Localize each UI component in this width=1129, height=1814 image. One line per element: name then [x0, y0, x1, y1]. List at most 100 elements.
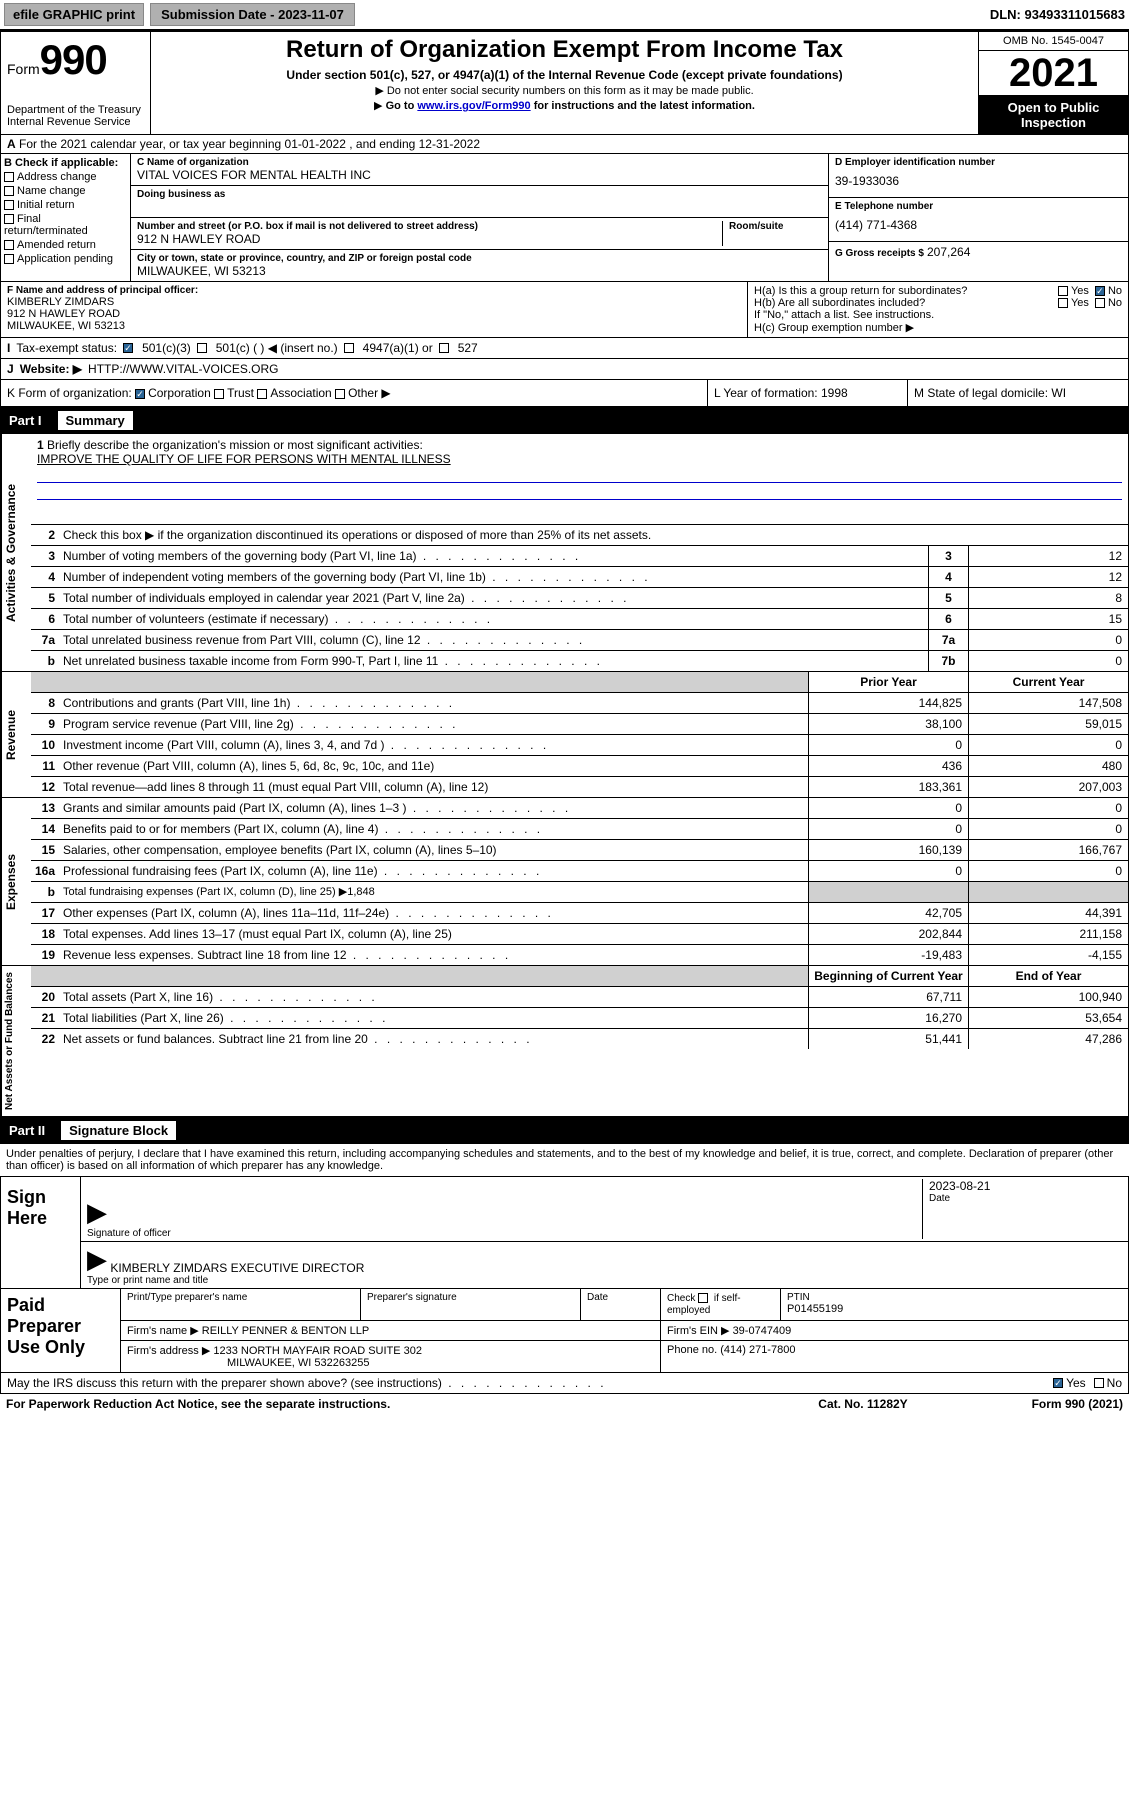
p11: 436	[808, 756, 968, 776]
c19: -4,155	[968, 945, 1128, 965]
hb-yes[interactable]	[1058, 298, 1068, 308]
begin-year-hdr: Beginning of Current Year	[808, 966, 968, 986]
opt-final-return: Final return/terminated	[4, 213, 88, 237]
b-label: B Check if applicable:	[4, 157, 127, 169]
i-label: Tax-exempt status:	[16, 341, 117, 355]
firm-phone-lbl: Phone no.	[667, 1344, 717, 1356]
chk-corp[interactable]	[135, 389, 145, 399]
l13-text: Grants and similar amounts paid (Part IX…	[59, 798, 808, 818]
m-state: M State of legal domicile: WI	[908, 380, 1128, 406]
c11: 480	[968, 756, 1128, 776]
p21: 16,270	[808, 1008, 968, 1028]
chk-assoc[interactable]	[257, 389, 267, 399]
hb-yes-lbl: Yes	[1071, 297, 1089, 309]
name-title-label: Type or print name and title	[87, 1275, 1122, 1286]
c21: 53,654	[968, 1008, 1128, 1028]
p16a: 0	[808, 861, 968, 881]
c9: 59,015	[968, 714, 1128, 734]
c15: 166,767	[968, 840, 1128, 860]
l18-text: Total expenses. Add lines 13–17 (must eq…	[59, 924, 808, 944]
opt-501c: 501(c) ( ) ◀ (insert no.)	[216, 341, 338, 355]
l1-text: Briefly describe the organization's miss…	[47, 438, 423, 452]
section-bcdefg: B Check if applicable: Address change Na…	[0, 154, 1129, 282]
part-i-header: Part I Summary	[0, 407, 1129, 434]
part-i-label: Part I	[9, 413, 42, 428]
l3-text: Number of voting members of the governin…	[59, 546, 928, 566]
p12: 183,361	[808, 777, 968, 797]
form-number: Form 990	[7, 36, 144, 84]
discuss-yes[interactable]	[1053, 1378, 1063, 1388]
sig-officer-label: Signature of officer	[87, 1228, 922, 1239]
e-phone-label: E Telephone number	[835, 201, 1122, 212]
chk-name-change[interactable]	[4, 186, 14, 196]
chk-trust[interactable]	[214, 389, 224, 399]
ssn-note-text: Do not enter social security numbers on …	[387, 85, 754, 97]
l22-text: Net assets or fund balances. Subtract li…	[59, 1029, 808, 1049]
phone-value: (414) 771-4368	[835, 212, 1122, 238]
opt-address-change: Address change	[17, 171, 97, 183]
hb-no[interactable]	[1095, 298, 1105, 308]
firm-city: MILWAUKEE, WI 532263255	[227, 1357, 369, 1369]
signature-arrow-icon: ▶	[87, 1197, 107, 1227]
firm-addr-lbl: Firm's address ▶	[127, 1345, 210, 1357]
ha-no[interactable]	[1095, 286, 1105, 296]
row-klm: K Form of organization: Corporation Trus…	[0, 380, 1129, 407]
chk-initial-return[interactable]	[4, 200, 14, 210]
opt-amended: Amended return	[17, 239, 96, 251]
opt-initial-return: Initial return	[17, 199, 74, 211]
chk-final-return[interactable]	[4, 214, 14, 224]
vert-net-assets: Net Assets or Fund Balances	[1, 966, 31, 1116]
part-i-title: Summary	[58, 411, 133, 430]
sig-date-value: 2023-08-21	[929, 1179, 1116, 1193]
l14-text: Benefits paid to or for members (Part IX…	[59, 819, 808, 839]
chk-527[interactable]	[439, 343, 449, 353]
ptin-value: P01455199	[787, 1303, 1122, 1315]
col-d-e-g: D Employer identification number 39-1933…	[828, 154, 1128, 281]
ha-yes[interactable]	[1058, 286, 1068, 296]
prep-self-emp: Check if self-employed	[667, 1293, 741, 1316]
chk-amended[interactable]	[4, 240, 14, 250]
p14: 0	[808, 819, 968, 839]
chk-self-employed[interactable]	[698, 1293, 708, 1303]
discuss-no[interactable]	[1094, 1378, 1104, 1388]
org-name: VITAL VOICES FOR MENTAL HEALTH INC	[137, 168, 822, 182]
l16b-text: Total fundraising expenses (Part IX, col…	[59, 882, 808, 902]
c16a: 0	[968, 861, 1128, 881]
p19: -19,483	[808, 945, 968, 965]
firm-phone: (414) 271-7800	[720, 1344, 795, 1356]
efile-print-button[interactable]: efile GRAPHIC print	[4, 3, 144, 26]
header-right: OMB No. 1545-0047 2021 Open to Public In…	[978, 32, 1128, 134]
discuss-no-lbl: No	[1107, 1376, 1122, 1390]
officer-addr1: 912 N HAWLEY ROAD	[7, 308, 741, 320]
chk-other[interactable]	[335, 389, 345, 399]
l20-text: Total assets (Part X, line 16)	[59, 987, 808, 1007]
p20: 67,711	[808, 987, 968, 1007]
irs-link[interactable]: www.irs.gov/Form990	[417, 100, 530, 112]
discuss-yes-lbl: Yes	[1066, 1376, 1086, 1390]
section-f-h: F Name and address of principal officer:…	[0, 282, 1129, 338]
p8: 144,825	[808, 693, 968, 713]
opt-501c3: 501(c)(3)	[142, 341, 191, 355]
website-value: HTTP://WWW.VITAL-VOICES.ORG	[88, 362, 278, 376]
l7b-val: 0	[968, 651, 1128, 671]
chk-4947[interactable]	[344, 343, 354, 353]
j-label: Website: ▶	[20, 362, 82, 376]
chk-501c3[interactable]	[123, 343, 133, 353]
d-ein-label: D Employer identification number	[835, 157, 1122, 168]
chk-address-change[interactable]	[4, 172, 14, 182]
m-value: WI	[1051, 386, 1066, 400]
opt-corp: Corporation	[148, 386, 211, 400]
prep-sig-hdr: Preparer's signature	[367, 1292, 574, 1303]
paid-preparer-block: Paid Preparer Use Only Print/Type prepar…	[0, 1289, 1129, 1373]
goto-pre: Go to	[386, 100, 418, 112]
footer-final: For Paperwork Reduction Act Notice, see …	[0, 1394, 1129, 1414]
chk-501c[interactable]	[197, 343, 207, 353]
paperwork-notice: For Paperwork Reduction Act Notice, see …	[6, 1397, 763, 1411]
paid-preparer-label: Paid Preparer Use Only	[1, 1289, 121, 1372]
chk-app-pending[interactable]	[4, 254, 14, 264]
l5-val: 8	[968, 588, 1128, 608]
l16a-text: Professional fundraising fees (Part IX, …	[59, 861, 808, 881]
p15: 160,139	[808, 840, 968, 860]
l11-text: Other revenue (Part VIII, column (A), li…	[59, 756, 808, 776]
ha-label: H(a) Is this a group return for subordin…	[754, 285, 1058, 297]
